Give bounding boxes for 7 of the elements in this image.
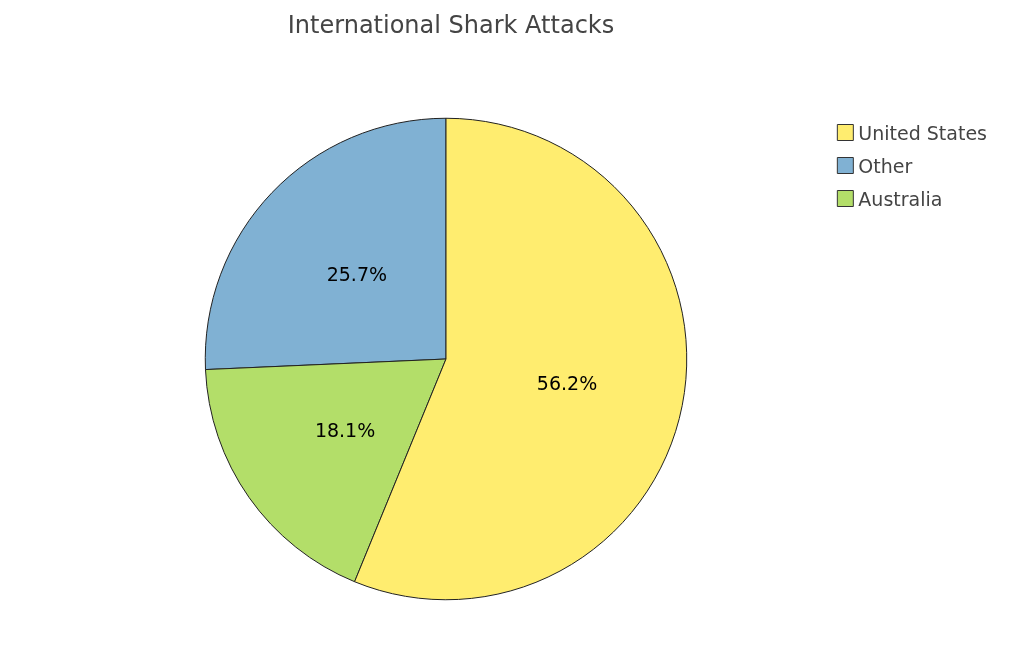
legend-label: Other xyxy=(858,154,913,177)
data-label: 25.7% xyxy=(326,262,388,285)
legend-label: United States xyxy=(858,121,988,144)
chart-title: International Shark Attacks xyxy=(287,11,615,39)
data-label: 56.2% xyxy=(536,371,598,394)
legend-label: Australia xyxy=(858,187,943,210)
data-label: 18.1% xyxy=(314,418,376,441)
